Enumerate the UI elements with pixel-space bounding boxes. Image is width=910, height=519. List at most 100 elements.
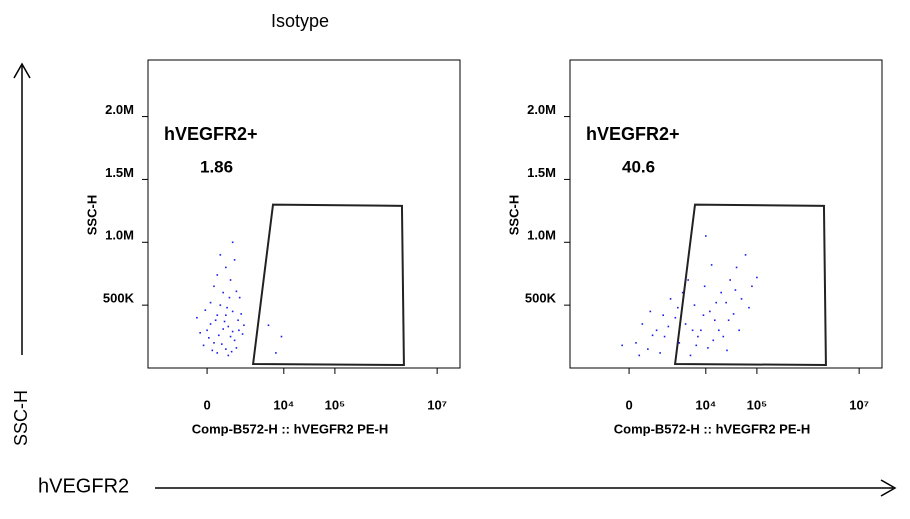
- event-dot: [233, 259, 236, 261]
- x-tick-label: 0: [625, 397, 632, 412]
- event-dot: [219, 304, 222, 306]
- event-dot: [707, 347, 709, 349]
- event-dot: [222, 328, 224, 330]
- event-dot: [209, 323, 212, 325]
- chart-title: Isotype: [271, 11, 329, 31]
- y-axis-label: SSC-H: [506, 195, 521, 235]
- event-dot: [651, 334, 654, 337]
- event-dot: [233, 339, 236, 342]
- event-dot: [223, 320, 226, 323]
- event-dot: [726, 349, 728, 352]
- event-dot: [216, 314, 219, 316]
- event-dot: [756, 276, 758, 279]
- event-dot: [669, 298, 672, 300]
- event-dot: [700, 329, 702, 332]
- event-dot: [214, 319, 217, 322]
- y-tick-label: 2.0M: [105, 102, 134, 117]
- event-dot: [218, 334, 220, 337]
- event-dot: [238, 296, 241, 299]
- event-dot: [231, 330, 234, 333]
- event-dot: [216, 352, 219, 354]
- event-dot: [211, 349, 214, 352]
- plot-frame: [569, 59, 883, 369]
- event-dot: [649, 310, 652, 313]
- event-dot: [725, 301, 727, 304]
- event-dot: [228, 296, 231, 299]
- event-dot: [243, 324, 245, 327]
- event-dot: [713, 319, 716, 322]
- event-dot: [704, 235, 707, 237]
- event-dot: [229, 335, 232, 338]
- event-dot: [727, 319, 730, 322]
- event-dot: [715, 301, 718, 304]
- event-dot: [209, 301, 212, 304]
- event-dot: [662, 314, 664, 316]
- event-dot: [227, 354, 230, 357]
- event-dot: [231, 310, 234, 313]
- event-dot: [216, 274, 219, 276]
- x-axis-label: Comp-B572-H :: hVEGFR2 PE-H: [614, 421, 810, 436]
- event-dot: [710, 264, 713, 266]
- x-tick-label: 10⁴: [273, 397, 294, 412]
- event-dot: [638, 354, 641, 357]
- x-tick-label: 10⁵: [325, 397, 346, 412]
- event-dot: [213, 342, 215, 344]
- event-dot: [697, 335, 699, 338]
- event-dot: [735, 266, 738, 269]
- event-dot: [738, 329, 740, 332]
- event-dot: [729, 279, 731, 281]
- event-dot: [231, 241, 234, 244]
- x-tick-label: 10⁷: [427, 397, 447, 412]
- event-dot: [225, 348, 227, 350]
- event-dot: [693, 304, 696, 306]
- event-dot: [720, 291, 722, 294]
- event-dot: [734, 289, 737, 291]
- event-dot: [655, 329, 658, 332]
- x-tick-label: 10⁵: [747, 397, 768, 412]
- x-arrow-head: [880, 479, 897, 497]
- event-dot: [667, 325, 670, 328]
- event-dot: [659, 352, 661, 354]
- event-dot: [703, 285, 706, 288]
- x-tick-label: 10⁴: [695, 397, 716, 412]
- event-dot: [722, 335, 725, 338]
- event-dot: [744, 254, 747, 256]
- event-dot: [235, 347, 238, 349]
- plot-frame: [147, 59, 461, 369]
- shared-y-label: SSC-H: [11, 390, 31, 446]
- event-dot: [740, 298, 743, 300]
- event-dot: [702, 314, 705, 316]
- gate-name: hVEGFR2+: [164, 124, 258, 144]
- event-dot: [240, 313, 242, 315]
- event-dot: [235, 290, 238, 293]
- y-tick-label: 500K: [103, 291, 135, 306]
- y-tick-label: 2.0M: [527, 102, 556, 117]
- event-dot: [267, 324, 270, 327]
- event-dot: [213, 285, 215, 288]
- event-dot: [689, 354, 692, 357]
- event-dot: [196, 316, 198, 319]
- y-tick-label: 1.0M: [527, 228, 556, 243]
- y-axis-label: SSC-H: [84, 195, 99, 235]
- event-dot: [219, 254, 222, 256]
- event-dot: [732, 313, 735, 315]
- x-axis-label: Comp-B572-H :: hVEGFR2 PE-H: [192, 421, 388, 436]
- event-dot: [709, 310, 711, 313]
- y-tick-label: 500K: [525, 291, 557, 306]
- gate: [673, 203, 827, 366]
- event-dot: [199, 332, 201, 334]
- event-dot: [222, 291, 224, 294]
- event-dot: [748, 306, 750, 309]
- event-dot: [635, 342, 637, 344]
- event-dot: [691, 329, 694, 332]
- event-dot: [280, 335, 283, 338]
- event-dot: [220, 343, 223, 345]
- event-dot: [751, 285, 753, 288]
- event-dot: [206, 329, 208, 332]
- event-dot: [225, 266, 227, 269]
- y-arrow-head: [13, 62, 31, 79]
- shared-x-label: hVEGFR2: [38, 475, 129, 497]
- gate-value: 1.86: [200, 157, 233, 176]
- event-dot: [676, 306, 679, 309]
